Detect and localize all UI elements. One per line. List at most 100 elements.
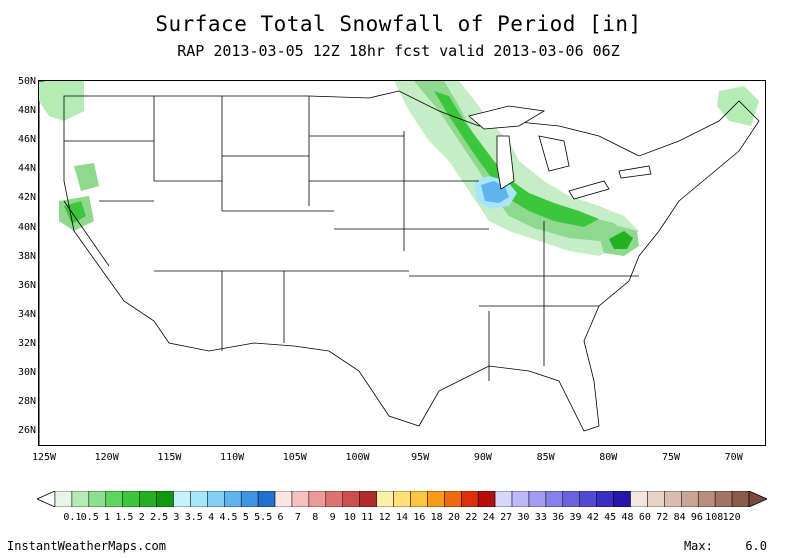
lon-label: 125W [31, 452, 57, 463]
colorbar-label: 5.5 [254, 512, 273, 523]
colorbar-label: 10 [343, 512, 356, 523]
snowfall-maine [717, 86, 759, 126]
colorbar-label: 4.5 [219, 512, 238, 523]
colorbar-label: 42 [586, 512, 599, 523]
snowfall-map [39, 81, 760, 445]
colorbar-cell [460, 491, 479, 507]
lon-label: 85W [536, 452, 555, 463]
colorbar-label: 120 [722, 512, 741, 523]
colorbar-label: 30 [517, 512, 530, 523]
colorbar-label: 4 [208, 512, 215, 523]
colorbar-label: 18 [430, 512, 443, 523]
colorbar-cell [240, 491, 259, 507]
lake-ontario [618, 165, 652, 179]
colorbar-label: 0.1 [63, 512, 82, 523]
colorbar-cell [376, 491, 394, 507]
lake-michigan [496, 135, 515, 190]
colorbar-cell [613, 491, 631, 507]
colorbar-cell [545, 491, 564, 507]
lat-label: 28N [17, 396, 36, 408]
snowfall-oregon [74, 163, 99, 191]
colorbar-cell [664, 491, 682, 507]
colorbar-label: 84 [673, 512, 686, 523]
colorbar-label: 33 [534, 512, 547, 523]
colorbar-label: 1.5 [115, 512, 134, 523]
colorbar-cell [257, 491, 276, 507]
colorbar-cell [596, 491, 614, 507]
lat-label: 36N [17, 279, 36, 291]
colorbar-cell [681, 491, 699, 507]
colorbar-label: 39 [569, 512, 582, 523]
lat-label: 48N [17, 105, 36, 117]
lon-label: 80W [599, 452, 618, 463]
colorbar-cell [697, 491, 716, 507]
colorbar-cell [224, 491, 242, 507]
colorbar-cell [714, 491, 733, 507]
map-panel [38, 80, 766, 446]
us-outline [63, 90, 760, 432]
colorbar-label: 6 [277, 512, 284, 523]
lon-label: 105W [282, 452, 307, 463]
lon-label: 100W [345, 452, 370, 463]
lat-label: 34N [17, 308, 36, 320]
lat-label: 32N [17, 337, 36, 349]
lon-label: 120W [94, 452, 119, 463]
max-readout: Max: 6.0 [684, 539, 767, 553]
colorbar-cell [427, 491, 445, 507]
colorbar-cell [410, 491, 428, 507]
colorbar-cell [156, 491, 174, 507]
colorbar-label: 5 [242, 512, 249, 523]
colorbar-cell [105, 491, 123, 507]
colorbar-cell [54, 491, 73, 507]
snowfall-shading [39, 81, 759, 256]
snowfall-appalachian-core [609, 231, 633, 249]
colorbar-label: 20 [448, 512, 461, 523]
colorbar-cell [291, 491, 310, 507]
colorbar-label: 96 [690, 512, 703, 523]
lake-huron [538, 135, 570, 172]
colorbar-label: 14 [395, 512, 409, 523]
lon-label: 115W [157, 452, 182, 463]
colorbar-label: 3 [173, 512, 180, 523]
colorbar-cell [494, 491, 513, 507]
map-outlines [63, 90, 760, 432]
colorbar-label: 16 [413, 512, 426, 523]
chart-subtitle: RAP 2013-03-05 12Z 18hr fcst valid 2013-… [177, 42, 620, 60]
colorbar-label: 72 [656, 512, 669, 523]
colorbar-cell [647, 491, 665, 507]
colorbar-right-arrow [748, 491, 767, 507]
colorbar-cell [207, 491, 225, 507]
colorbar-label: 60 [638, 512, 651, 523]
colorbar-label: 8 [312, 512, 319, 523]
colorbar-cell [528, 491, 547, 507]
lon-label: 95W [411, 452, 430, 463]
lat-label: 50N [17, 76, 36, 87]
colorbar-left-arrow [37, 491, 56, 507]
colorbar-cell [88, 491, 107, 507]
colorbar-label: 24 [482, 512, 495, 523]
colorbar-label: 27 [500, 512, 513, 523]
great-lakes [468, 105, 652, 200]
colorbar-label: 3.5 [184, 512, 203, 523]
site-credit: InstantWeatherMaps.com [7, 539, 166, 553]
colorbar-label: 36 [552, 512, 565, 523]
lon-label: 70W [724, 452, 743, 463]
colorbar-cell [173, 491, 191, 507]
colorbar-cell [630, 491, 648, 507]
colorbar-cell [139, 491, 157, 507]
colorbar-cell [71, 491, 90, 507]
max-value: 6.0 [745, 539, 767, 553]
colorbar-cell [511, 491, 530, 507]
snowfall-band-midwest-core [434, 91, 599, 227]
colorbar-label: 108 [705, 512, 724, 523]
colorbar-cell [190, 491, 208, 507]
colorbar-cell [579, 491, 597, 507]
colorbar [37, 491, 767, 507]
colorbar-cell [325, 491, 344, 507]
lat-label: 46N [17, 134, 36, 146]
lake-superior [468, 105, 546, 130]
colorbar-cell [477, 491, 496, 507]
lat-label: 30N [17, 367, 36, 378]
colorbar-label: 12 [378, 512, 391, 523]
colorbar-cell [562, 491, 580, 507]
